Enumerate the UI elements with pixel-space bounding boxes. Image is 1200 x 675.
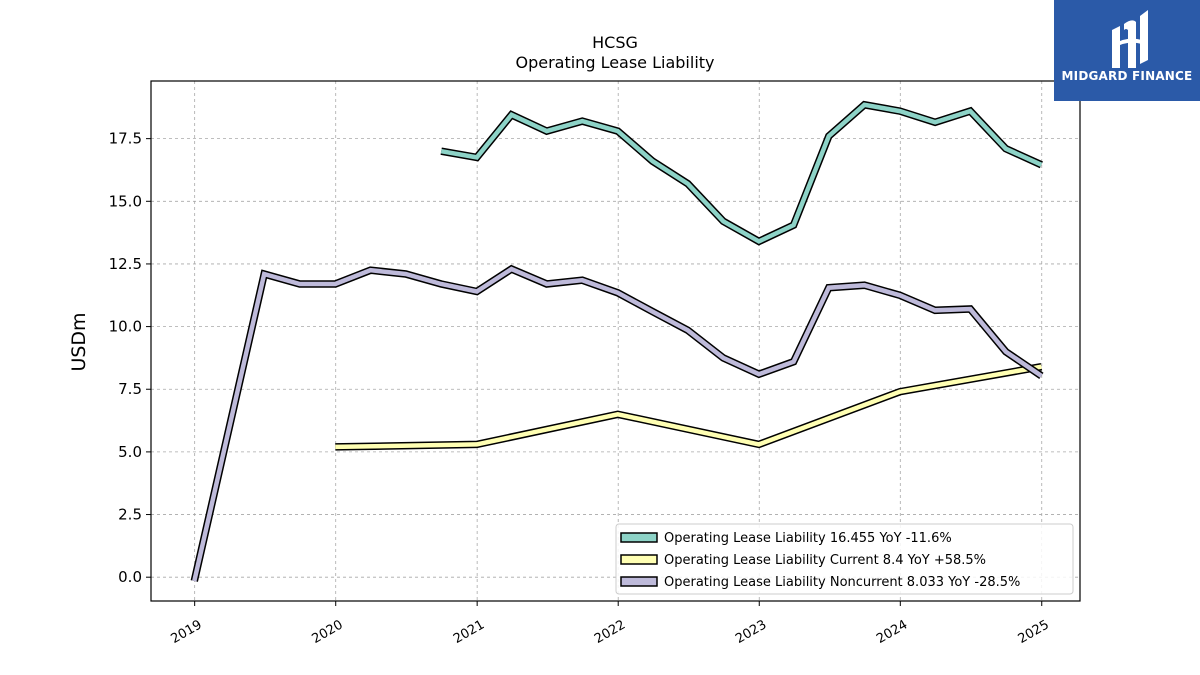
data-point <box>1003 146 1009 152</box>
data-point <box>861 282 867 288</box>
data-point <box>438 281 444 287</box>
data-point <box>1003 349 1009 355</box>
data-point <box>544 281 550 287</box>
data-point <box>474 154 480 160</box>
series-layer <box>190 100 1044 584</box>
data-point <box>579 277 585 283</box>
data-point <box>685 327 691 333</box>
x-tick-label: 2021 <box>451 617 487 647</box>
series-line-2 <box>332 363 1044 451</box>
legend-swatch <box>620 532 658 543</box>
data-point <box>368 267 374 273</box>
series-line-1 <box>438 100 1044 246</box>
logo-mark-icon <box>1112 10 1148 68</box>
data-point <box>791 359 797 365</box>
data-point <box>685 181 691 187</box>
data-point <box>650 309 656 315</box>
data-point <box>897 108 903 114</box>
data-point <box>756 441 762 447</box>
legend: Operating Lease Liability 16.455 YoY -11… <box>615 523 1074 595</box>
y-tick-label: 5.0 <box>118 443 142 461</box>
x-tick-label: 2022 <box>592 617 628 647</box>
data-point <box>261 271 267 277</box>
legend-entry: Operating Lease Liability Noncurrent 8.0… <box>664 575 1020 590</box>
data-point <box>897 389 903 395</box>
data-point <box>544 128 550 134</box>
data-point <box>297 281 303 287</box>
series-outline <box>335 363 1043 451</box>
legend-box <box>615 523 1074 595</box>
legend-entry: Operating Lease Liability Current 8.4 Yo… <box>664 553 986 568</box>
data-point <box>897 292 903 298</box>
data-point <box>967 108 973 114</box>
data-point <box>826 285 832 291</box>
data-point <box>438 148 444 154</box>
data-point <box>615 290 621 296</box>
plot-frame <box>150 80 1081 602</box>
series-stroke <box>192 266 1043 582</box>
y-tick-label: 17.5 <box>109 130 142 148</box>
y-tick-label: 2.5 <box>118 506 142 524</box>
logo-text: MIDGARD FINANCE <box>1061 69 1193 83</box>
legend-entry: Operating Lease Liability 16.455 YoY -11… <box>664 531 952 546</box>
data-point <box>579 118 585 124</box>
y-axis-label: USDm <box>68 312 90 371</box>
data-point <box>1038 364 1044 370</box>
data-point <box>861 102 867 108</box>
series-stroke <box>440 102 1043 244</box>
data-point <box>474 441 480 447</box>
data-point <box>650 158 656 164</box>
y-tick-label: 15.0 <box>109 192 142 210</box>
x-tick-label: 2025 <box>1016 617 1052 647</box>
series-stroke <box>335 364 1042 450</box>
data-point <box>332 281 338 287</box>
data-point <box>509 112 515 118</box>
data-point <box>756 371 762 377</box>
chart-subtitle: Operating Lease Liability <box>515 53 714 72</box>
grid-layer <box>151 81 1080 601</box>
data-point <box>474 289 480 295</box>
data-point <box>191 578 197 584</box>
y-tick-label: 10.0 <box>109 318 142 336</box>
data-point <box>932 119 938 125</box>
x-tick-label: 2024 <box>874 617 910 647</box>
data-point <box>403 271 409 277</box>
data-point <box>615 128 621 134</box>
x-tick-label: 2020 <box>310 617 346 647</box>
data-point <box>791 222 797 228</box>
x-tick-label: 2023 <box>733 617 769 647</box>
data-point <box>932 307 938 313</box>
series-line-3 <box>190 264 1044 584</box>
data-point <box>720 218 726 224</box>
data-point <box>509 266 515 272</box>
data-point <box>720 355 726 361</box>
legend-swatch <box>620 554 658 565</box>
x-tick-label: 2019 <box>169 617 205 647</box>
data-point <box>1038 162 1044 168</box>
data-point <box>826 133 832 139</box>
y-tick-label: 12.5 <box>109 255 142 273</box>
data-point <box>967 306 973 312</box>
midgard-finance-logo: MIDGARD FINANCE <box>1054 0 1200 101</box>
y-tick-label: 7.5 <box>118 380 142 398</box>
data-point <box>332 444 338 450</box>
data-point <box>1038 373 1044 379</box>
data-point <box>615 411 621 417</box>
chart-title: HCSG <box>592 33 638 52</box>
data-point <box>756 238 762 244</box>
legend-swatch <box>620 576 658 587</box>
y-tick-label: 0.0 <box>118 568 142 586</box>
